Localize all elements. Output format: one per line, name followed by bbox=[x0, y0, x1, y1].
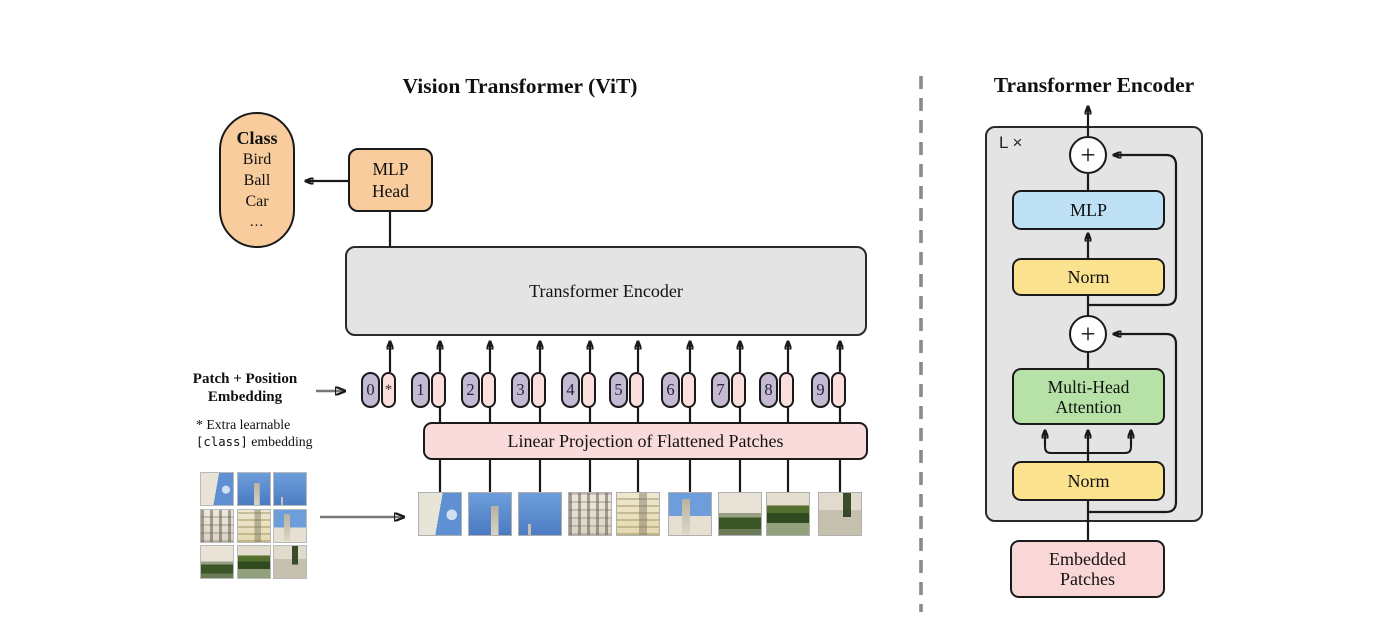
image-grid-cell-facade-trees bbox=[236, 545, 271, 579]
left-panel-title: Vision Transformer (ViT) bbox=[402, 74, 638, 98]
position-embedding-pill: 3 bbox=[511, 372, 530, 408]
image-grid-cell-sky bbox=[273, 472, 307, 506]
class-token-footnote: * Extra learnable [class] embedding bbox=[196, 417, 313, 450]
class-item: Bird bbox=[242, 150, 272, 168]
class-item-ellipsis: ... bbox=[249, 213, 265, 230]
patch-embedding-pill bbox=[681, 372, 696, 408]
image-grid-cell-tower-sky bbox=[236, 472, 271, 506]
image-grid-cell-facade bbox=[200, 508, 234, 543]
image-grid-cell-building-hedge bbox=[200, 545, 234, 579]
layer-repeat-label: L × bbox=[999, 133, 1023, 152]
left-panel-connectors bbox=[305, 181, 404, 517]
image-patch-tower-sky bbox=[468, 492, 512, 536]
mha-label-line: Attention bbox=[1055, 396, 1122, 417]
class-item: Ball bbox=[243, 171, 271, 189]
mlp-head-label-line: Head bbox=[372, 181, 409, 201]
class-item: Car bbox=[245, 192, 269, 210]
patch-embedding-pill bbox=[779, 372, 794, 408]
image-patch-sky bbox=[518, 492, 562, 536]
patch-embedding-pill bbox=[581, 372, 596, 408]
position-embedding-pill: 4 bbox=[561, 372, 580, 408]
residual-add-circle-lower: + bbox=[1069, 315, 1107, 353]
class-output-oval: Class Bird Ball Car ... bbox=[219, 112, 295, 248]
class-token-pill: * bbox=[381, 372, 396, 408]
embedded-label-line: Embedded bbox=[1049, 549, 1126, 569]
token-pair-3: 3 bbox=[511, 372, 546, 408]
multi-head-attention-box: Multi-Head Attention bbox=[1012, 368, 1165, 425]
position-embedding-pill: 0 bbox=[361, 372, 380, 408]
position-embedding-pill: 9 bbox=[811, 372, 830, 408]
image-patch-walkway-tree bbox=[818, 492, 862, 536]
mlp-head-label-line: MLP bbox=[372, 159, 409, 179]
input-image-grid bbox=[200, 472, 307, 579]
patch-embedding-pill bbox=[629, 372, 644, 408]
norm-box-upper: Norm bbox=[1012, 258, 1165, 296]
mlp-head-box: MLP Head bbox=[348, 148, 433, 212]
patch-embedding-pill bbox=[731, 372, 746, 408]
right-panel-title: Transformer Encoder bbox=[993, 73, 1195, 97]
position-embedding-pill: 7 bbox=[711, 372, 730, 408]
position-embedding-pill: 2 bbox=[461, 372, 480, 408]
position-embedding-pill: 6 bbox=[661, 372, 680, 408]
image-grid-cell-building-sky bbox=[200, 472, 234, 506]
image-patch-building-sky bbox=[418, 492, 462, 536]
position-embedding-pill: 8 bbox=[759, 372, 778, 408]
embedded-label-line: Patches bbox=[1060, 569, 1115, 589]
footnote-line: [class] embedding bbox=[196, 434, 313, 451]
token-pair-6: 6 bbox=[661, 372, 696, 408]
token-pair-5: 5 bbox=[609, 372, 644, 408]
position-embedding-pill: 1 bbox=[411, 372, 430, 408]
residual-add-circle-top: + bbox=[1069, 136, 1107, 174]
token-pair-7: 7 bbox=[711, 372, 746, 408]
patch-position-embedding-label: Patch + Position Embedding bbox=[178, 371, 312, 406]
token-pair-9: 9 bbox=[811, 372, 846, 408]
token-pair-0: 0 * bbox=[361, 372, 396, 408]
token-connectors bbox=[390, 341, 840, 493]
linear-projection-box: Linear Projection of Flattened Patches bbox=[423, 422, 868, 460]
patch-position-label-line: Patch + Position bbox=[192, 371, 298, 387]
image-patch-tower-courtyard bbox=[668, 492, 712, 536]
footnote-rest: embedding bbox=[247, 433, 313, 449]
token-pair-2: 2 bbox=[461, 372, 496, 408]
patch-embedding-pill bbox=[431, 372, 446, 408]
norm-box-lower: Norm bbox=[1012, 461, 1165, 501]
image-grid-cell-facade-tower bbox=[236, 508, 271, 543]
token-pair-4: 4 bbox=[561, 372, 596, 408]
image-patch-facade-trees bbox=[766, 492, 810, 536]
patch-embedding-pill bbox=[481, 372, 496, 408]
transformer-encoder-box: Transformer Encoder bbox=[345, 246, 867, 336]
patch-position-label-line: Embedding bbox=[207, 388, 283, 405]
mlp-box: MLP bbox=[1012, 190, 1165, 230]
mha-label-line: Multi-Head bbox=[1047, 376, 1130, 397]
patch-embedding-pill bbox=[831, 372, 846, 408]
embedded-patches-box: Embedded Patches bbox=[1010, 540, 1165, 598]
token-pair-1: 1 bbox=[411, 372, 446, 408]
image-grid-cell-tower-courtyard bbox=[273, 508, 307, 543]
class-code-token: [class] bbox=[196, 434, 248, 449]
patch-embedding-pill bbox=[531, 372, 546, 408]
token-pair-8: 8 bbox=[759, 372, 794, 408]
image-patch-building-hedge bbox=[718, 492, 762, 536]
image-grid-cell-walkway-tree bbox=[273, 545, 307, 579]
footnote-line: * Extra learnable bbox=[196, 417, 291, 432]
image-patch-facade bbox=[568, 492, 612, 536]
position-embedding-pill: 5 bbox=[609, 372, 628, 408]
image-patch-facade-tower bbox=[616, 492, 660, 536]
class-oval-title: Class bbox=[236, 127, 278, 148]
